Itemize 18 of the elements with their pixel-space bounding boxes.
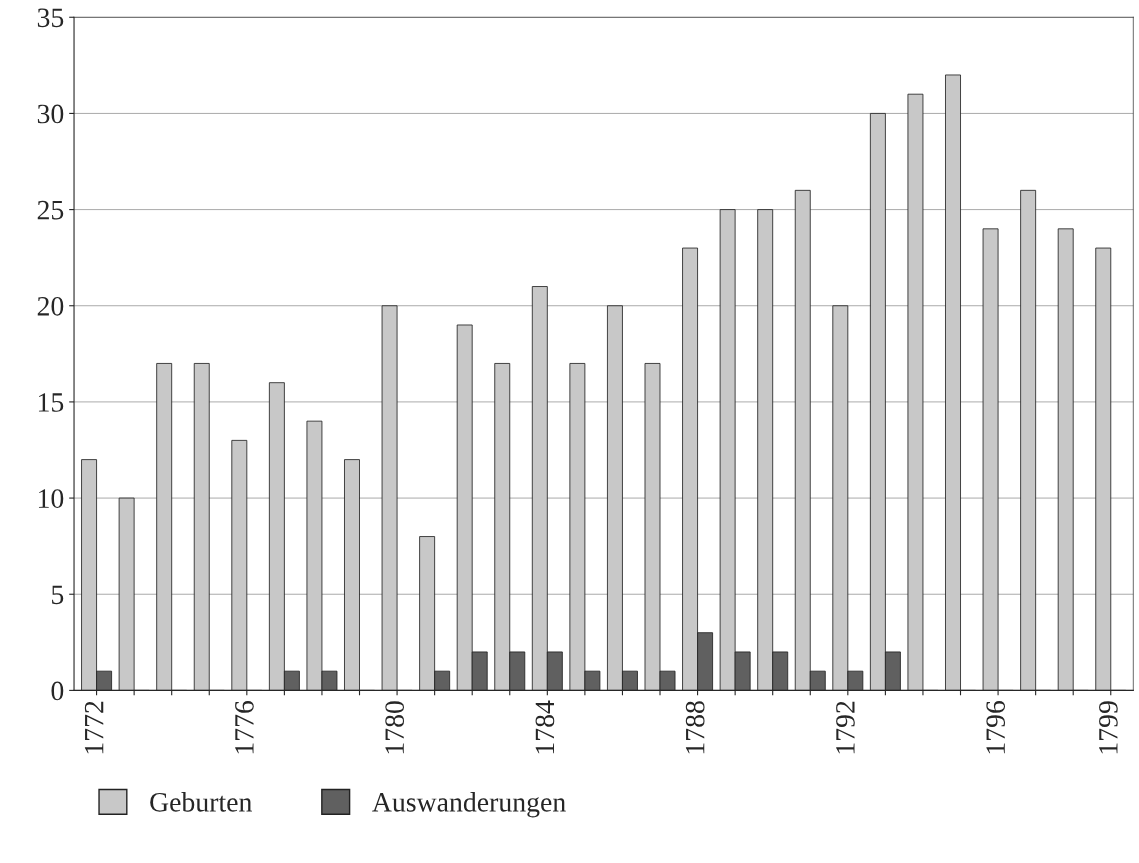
x-tick-label: 1772: [84, 701, 104, 754]
x-tick-label: 1799: [1099, 701, 1118, 754]
x-tick-label: 1788: [685, 701, 705, 754]
y-tick-label: 5: [52, 585, 64, 605]
y-tick-label: 15: [38, 393, 64, 412]
legend-label: Auswanderungen: [372, 792, 566, 818]
y-tick-label: 0: [51, 681, 64, 701]
y-tick-label: 35: [37, 8, 64, 28]
y-tick-label: 20: [37, 296, 64, 316]
x-tick-label: 1796: [986, 700, 1006, 754]
x-tick-label: 1776: [235, 700, 254, 754]
y-tick-label: 30: [37, 104, 64, 124]
legend-label: Geburten: [150, 792, 252, 812]
y-tick-label: 10: [38, 489, 64, 508]
x-tick-label: 1792: [836, 701, 855, 754]
y-tick-label: 25: [37, 200, 64, 220]
x-tick-label: 1780: [385, 701, 405, 754]
x-tick-label: 1784: [535, 700, 555, 754]
